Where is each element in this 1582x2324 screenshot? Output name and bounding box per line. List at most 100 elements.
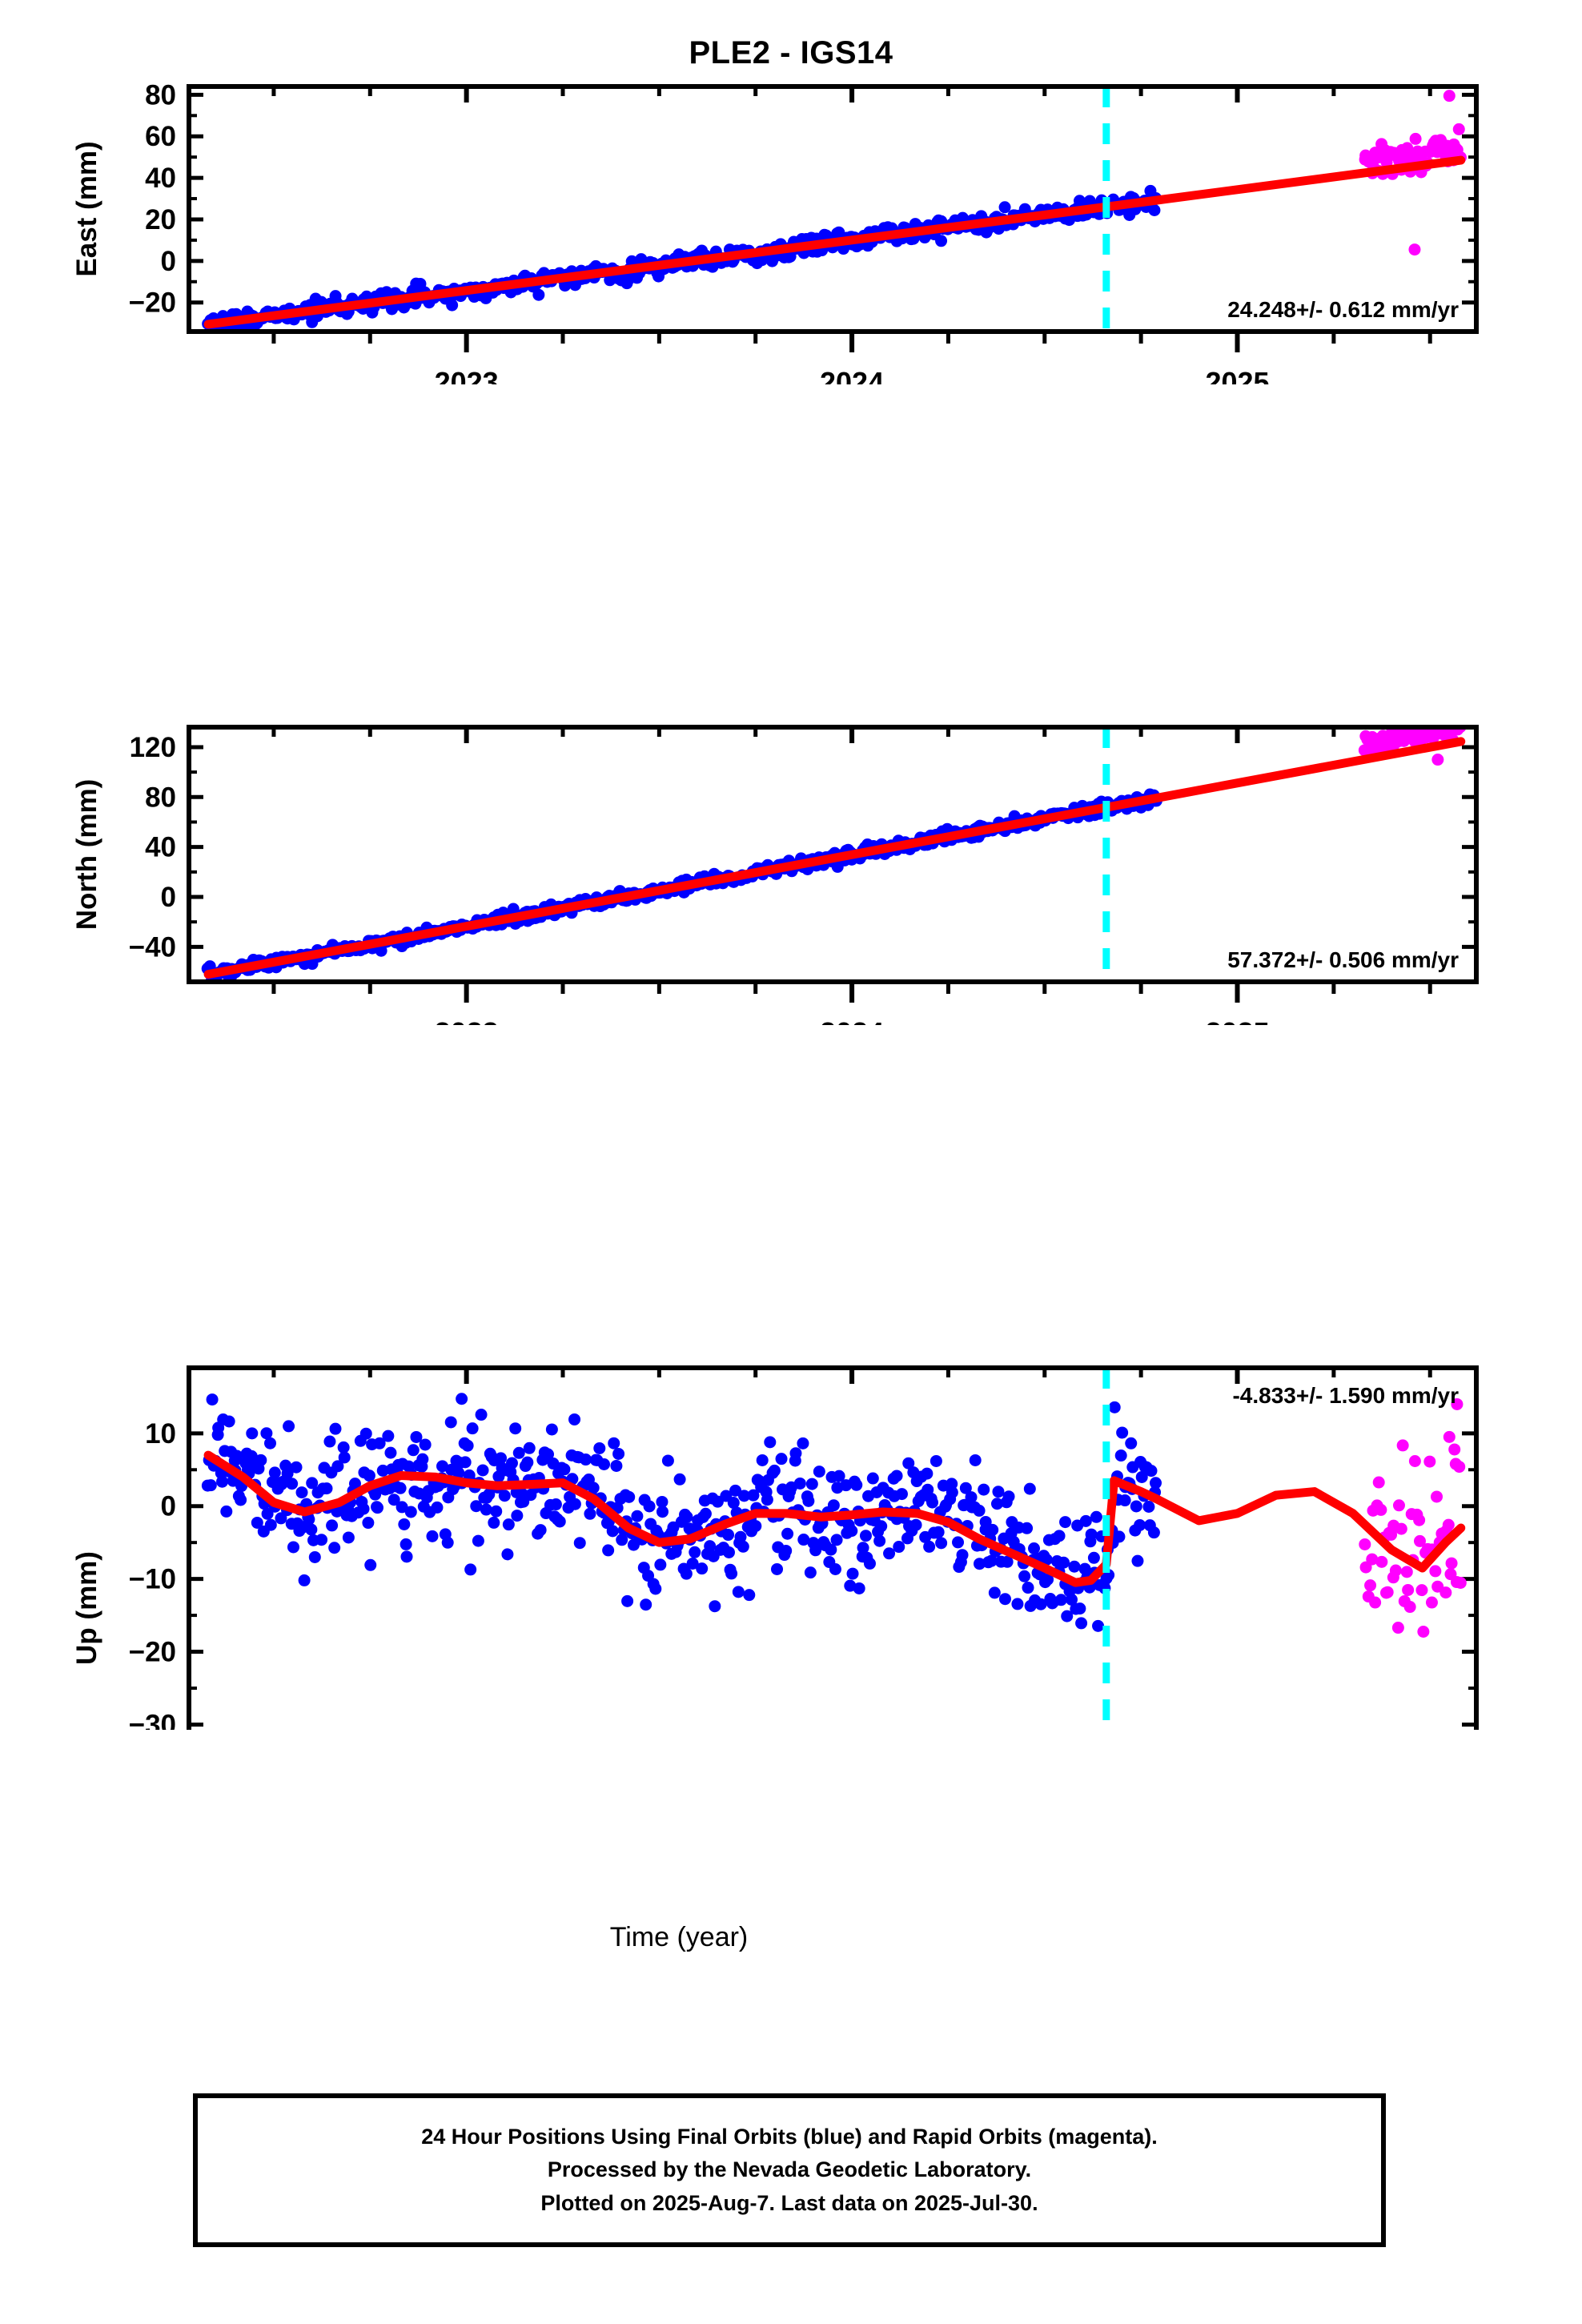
data-layer (202, 89, 1467, 329)
data-point (382, 1429, 395, 1442)
data-point (1001, 1555, 1014, 1568)
data-point (1413, 1514, 1426, 1526)
trend-line (203, 737, 1466, 979)
y-axis-tick-label: 0 (161, 1491, 176, 1522)
data-point (305, 1523, 318, 1536)
data-point (681, 1510, 693, 1523)
data-point (686, 1557, 699, 1570)
data-point (965, 1491, 978, 1504)
data-point (375, 944, 387, 957)
data-point (580, 1454, 592, 1466)
data-point (1403, 1601, 1416, 1614)
data-point (696, 1562, 709, 1575)
data-point (1058, 1556, 1070, 1569)
y-axis-tick-label: 40 (145, 163, 176, 194)
data-point (502, 1518, 515, 1531)
data-point (1381, 1586, 1394, 1598)
data-point (446, 299, 459, 312)
north-chart-svg: 120 80 40 0 −40 2023 2024 2025 57.372+/- 0.506 m… (71, 725, 1479, 1025)
data-point (1359, 1538, 1371, 1550)
data-point (1130, 1500, 1142, 1513)
data-point (235, 1494, 247, 1506)
data-point (342, 1531, 355, 1544)
data-point (1454, 1576, 1467, 1589)
data-point (863, 1557, 876, 1570)
data-point (419, 1438, 432, 1451)
data-point (495, 1452, 508, 1465)
up-chart-svg: 100−10−20−30−40202320242025-4.833+/- 1.5… (71, 1365, 1479, 1730)
data-point (206, 1393, 219, 1406)
data-point (558, 1463, 571, 1476)
data-point (727, 1497, 740, 1510)
x-axis-tick-label: 2025 (1205, 366, 1269, 384)
page-title: PLE2 - IGS14 (689, 35, 893, 70)
data-point (1054, 1594, 1067, 1606)
data-point (608, 1437, 620, 1449)
data-point (680, 1567, 693, 1580)
data-point (992, 1486, 1005, 1498)
data-point (573, 1537, 586, 1550)
data-point (263, 1437, 276, 1449)
data-point (1134, 1518, 1146, 1531)
data-point-outlier (1451, 1397, 1464, 1410)
data-point (398, 1518, 411, 1530)
data-point (850, 1478, 863, 1491)
data-point (649, 1582, 662, 1595)
data-point (359, 1427, 372, 1440)
data-point (1409, 132, 1422, 145)
data-point (875, 1520, 888, 1533)
rate-annotation: -4.833+/- 1.590 mm/yr (1232, 1383, 1459, 1408)
data-point (1040, 1553, 1053, 1566)
data-point (480, 1503, 492, 1516)
data-point (946, 1478, 958, 1490)
data-point (979, 1515, 992, 1528)
data-point (978, 1483, 990, 1496)
data-point (501, 1548, 514, 1561)
data-point (825, 1543, 837, 1556)
plot-frame (187, 84, 1479, 334)
data-point (1011, 1598, 1024, 1610)
data-point (1108, 1401, 1121, 1413)
data-point (1375, 1503, 1387, 1516)
panel-north: 120 80 40 0 −40 2023 2024 2025 57.372+/- 0.506 m… (0, 689, 1582, 1025)
data-point (805, 1478, 818, 1490)
data-point (331, 1460, 344, 1473)
data-point (306, 1477, 319, 1490)
data-point (1087, 1551, 1100, 1564)
data-point (988, 1586, 1001, 1599)
data-point (781, 1527, 794, 1540)
data-point-outlier (1431, 754, 1444, 766)
y-axis-title: North (mm) (71, 779, 102, 931)
data-point (959, 1482, 972, 1494)
rate-annotation: 57.372+/- 0.506 mm/yr (1227, 947, 1459, 972)
data-point (387, 1494, 400, 1506)
data-point (1448, 1443, 1461, 1456)
y-axis-tick-label: −10 (129, 1564, 176, 1595)
data-point (833, 1470, 845, 1482)
data-point (553, 1515, 566, 1528)
data-point (348, 1478, 361, 1490)
y-axis-tick-label: 40 (145, 832, 176, 863)
data-point (323, 1435, 336, 1448)
y-axis-tick-label: 0 (161, 882, 176, 913)
y-axis-tick-label: 60 (145, 121, 176, 152)
data-point (768, 1464, 781, 1477)
data-point (973, 1504, 986, 1517)
data-point (1074, 1602, 1086, 1615)
x-axis-tick-label: 2024 (820, 1016, 884, 1025)
data-point (921, 1483, 934, 1496)
data-point (952, 1536, 965, 1549)
data-point (784, 250, 797, 263)
data-point (883, 1547, 896, 1560)
data-point (1389, 1564, 1402, 1577)
data-point (845, 1525, 858, 1538)
data-point (775, 1453, 788, 1466)
data-point (654, 1558, 667, 1571)
y-axis-tick-label: 20 (145, 204, 176, 235)
data-point-outlier (1443, 1430, 1456, 1443)
data-point (1075, 1617, 1088, 1630)
data-point (545, 1423, 558, 1436)
data-point (376, 1464, 389, 1477)
data-point (1400, 1566, 1413, 1578)
data-point (844, 1579, 857, 1592)
